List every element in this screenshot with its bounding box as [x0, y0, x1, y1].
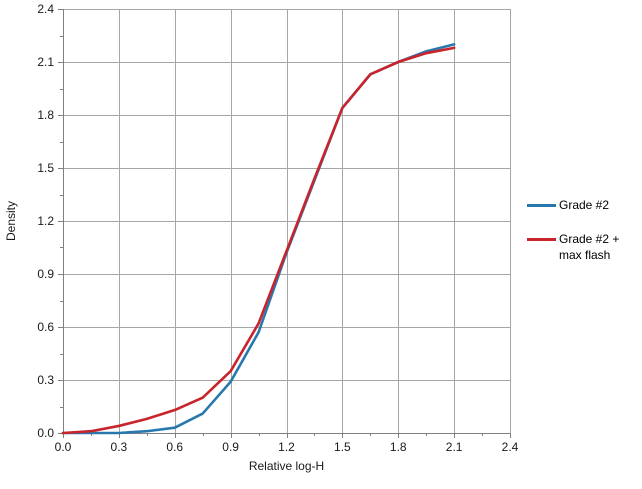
- legend-label-line: max flash: [559, 248, 611, 262]
- y-tick-label: 1.2: [37, 214, 54, 228]
- x-tick-label: 0.0: [55, 440, 72, 454]
- y-tick-label: 1.5: [37, 161, 54, 175]
- x-tick-label: 1.5: [334, 440, 351, 454]
- y-tick-label: 0.0: [37, 426, 54, 440]
- legend-line-swatch-blue: [527, 204, 556, 207]
- legend: Grade #2 Grade #2 + max flash: [527, 197, 639, 281]
- y-tick-label: 0.9: [37, 267, 54, 281]
- y-tick-label: 1.8: [37, 108, 54, 122]
- legend-line-swatch-red: [527, 238, 556, 241]
- x-tick-label: 1.2: [278, 440, 295, 454]
- x-tick-label: 0.6: [166, 440, 183, 454]
- legend-item-grade2-max-flash: Grade #2 + max flash: [527, 231, 639, 263]
- x-axis-title: Relative log-H: [249, 459, 324, 473]
- y-axis-title: Density: [4, 201, 18, 241]
- x-tick-label: 2.1: [446, 440, 463, 454]
- x-tick-label: 2.4: [502, 440, 519, 454]
- legend-item-grade2: Grade #2: [527, 197, 639, 213]
- y-tick-label: 0.3: [37, 373, 54, 387]
- y-tick-label: 0.6: [37, 320, 54, 334]
- legend-label-grade2-max-flash: Grade #2 + max flash: [559, 231, 619, 263]
- legend-label-grade2: Grade #2: [559, 197, 609, 213]
- x-tick-label: 1.8: [390, 440, 407, 454]
- series-line-grade-2: [61, 43, 456, 435]
- x-tick-label: 0.9: [222, 440, 239, 454]
- legend-label-line: Grade #2 +: [559, 232, 620, 246]
- x-tick-label: 0.3: [111, 440, 128, 454]
- y-tick-label: 2.4: [37, 2, 54, 16]
- series-line-grade-2-max-flash: [61, 46, 456, 435]
- y-tick-label: 2.1: [37, 55, 54, 69]
- legend-label-line: Grade #2: [559, 198, 610, 212]
